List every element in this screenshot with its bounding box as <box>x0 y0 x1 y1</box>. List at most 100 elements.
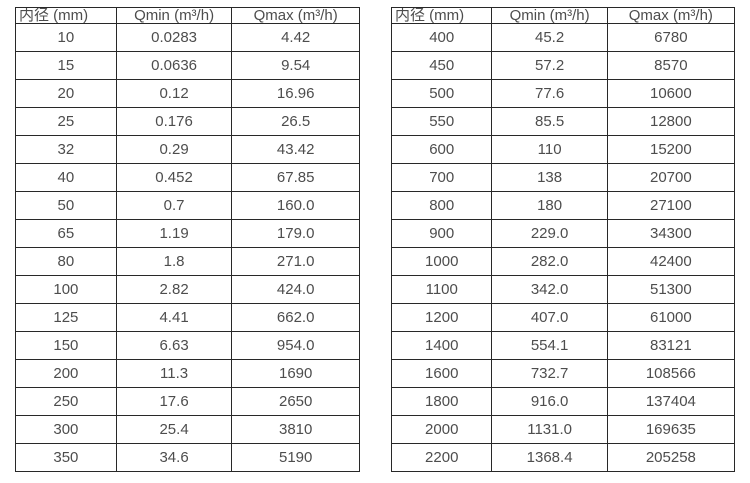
table-row: 50 0.7 160.0 <box>15 191 360 220</box>
column-header: Qmax (m³/h) <box>606 7 736 24</box>
cell-diameter: 250 <box>15 387 117 416</box>
cell-qmin: 11.3 <box>115 359 233 388</box>
cell-qmin: 57.2 <box>491 51 608 80</box>
cell-diameter: 125 <box>15 303 117 332</box>
cell-qmax: 954.0 <box>231 331 360 360</box>
cell-qmin: 45.2 <box>491 23 608 52</box>
cell-qmax: 34300 <box>606 219 736 248</box>
cell-qmin: 342.0 <box>491 275 608 304</box>
column-header: Qmax (m³/h) <box>231 7 360 24</box>
cell-qmin: 1368.4 <box>491 443 608 472</box>
table-row: 125 4.41 662.0 <box>15 303 360 332</box>
cell-diameter: 1600 <box>390 359 493 388</box>
cell-diameter: 65 <box>15 219 117 248</box>
cell-qmax: 5190 <box>231 443 360 472</box>
cell-qmin: 732.7 <box>491 359 608 388</box>
cell-diameter: 20 <box>15 79 117 108</box>
table-row: 1600 732.7 108566 <box>390 359 736 388</box>
table-row: 80 1.8 271.0 <box>15 247 360 276</box>
cell-qmax: 9.54 <box>231 51 360 80</box>
cell-qmin: 34.6 <box>115 443 233 472</box>
cell-diameter: 1100 <box>390 275 493 304</box>
cell-qmin: 1.19 <box>115 219 233 248</box>
header-row: 内径 (mm) Qmin (m³/h) Qmax (m³/h) <box>15 7 360 24</box>
cell-diameter: 400 <box>390 23 493 52</box>
cell-diameter: 2000 <box>390 415 493 444</box>
cell-diameter: 200 <box>15 359 117 388</box>
table-row: 550 85.5 12800 <box>390 107 736 136</box>
cell-qmax: 205258 <box>606 443 736 472</box>
table-row: 32 0.29 43.42 <box>15 135 360 164</box>
table-row: 2000 1131.0 169635 <box>390 415 736 444</box>
table-row: 700 138 20700 <box>390 163 736 192</box>
cell-qmin: 180 <box>491 191 608 220</box>
cell-qmax: 42400 <box>606 247 736 276</box>
cell-qmax: 8570 <box>606 51 736 80</box>
cell-qmax: 4.42 <box>231 23 360 52</box>
cell-qmax: 12800 <box>606 107 736 136</box>
table-row: 200 11.3 1690 <box>15 359 360 388</box>
cell-diameter: 800 <box>390 191 493 220</box>
cell-qmin: 0.12 <box>115 79 233 108</box>
cell-qmax: 3810 <box>231 415 360 444</box>
cell-qmax: 43.42 <box>231 135 360 164</box>
cell-qmax: 27100 <box>606 191 736 220</box>
column-header: Qmin (m³/h) <box>115 7 233 24</box>
table-row: 1400 554.1 83121 <box>390 331 736 360</box>
table-row: 1000 282.0 42400 <box>390 247 736 276</box>
cell-qmin: 138 <box>491 163 608 192</box>
cell-qmin: 282.0 <box>491 247 608 276</box>
table-row: 10 0.0283 4.42 <box>15 23 360 52</box>
cell-qmax: 83121 <box>606 331 736 360</box>
table-row: 1200 407.0 61000 <box>390 303 736 332</box>
cell-qmax: 2650 <box>231 387 360 416</box>
cell-diameter: 1000 <box>390 247 493 276</box>
table-row: 450 57.2 8570 <box>390 51 736 80</box>
cell-qmin: 1131.0 <box>491 415 608 444</box>
cell-qmin: 25.4 <box>115 415 233 444</box>
cell-diameter: 50 <box>15 191 117 220</box>
cell-diameter: 1400 <box>390 331 493 360</box>
cell-qmin: 554.1 <box>491 331 608 360</box>
cell-diameter: 1200 <box>390 303 493 332</box>
cell-qmin: 0.176 <box>115 107 233 136</box>
cell-diameter: 1800 <box>390 387 493 416</box>
cell-qmax: 1690 <box>231 359 360 388</box>
table-row: 400 45.2 6780 <box>390 23 736 52</box>
column-header: 内径 (mm) <box>390 7 493 24</box>
header-row: 内径 (mm) Qmin (m³/h) Qmax (m³/h) <box>390 7 736 24</box>
cell-qmin: 17.6 <box>115 387 233 416</box>
cell-diameter: 350 <box>15 443 117 472</box>
cell-qmin: 85.5 <box>491 107 608 136</box>
cell-qmax: 10600 <box>606 79 736 108</box>
flow-rate-table-small-diameters: 内径 (mm) Qmin (m³/h) Qmax (m³/h) 10 0.0283 4.4… <box>15 7 360 472</box>
table-row: 500 77.6 10600 <box>390 79 736 108</box>
cell-qmax: 61000 <box>606 303 736 332</box>
cell-diameter: 15 <box>15 51 117 80</box>
cell-qmin: 4.41 <box>115 303 233 332</box>
cell-qmax: 271.0 <box>231 247 360 276</box>
cell-qmax: 169635 <box>606 415 736 444</box>
cell-diameter: 300 <box>15 415 117 444</box>
cell-qmin: 0.7 <box>115 191 233 220</box>
cell-diameter: 550 <box>390 107 493 136</box>
cell-qmax: 662.0 <box>231 303 360 332</box>
cell-qmin: 407.0 <box>491 303 608 332</box>
cell-qmin: 229.0 <box>491 219 608 248</box>
table-row: 1800 916.0 137404 <box>390 387 736 416</box>
table-row: 800 180 27100 <box>390 191 736 220</box>
cell-qmin: 0.0283 <box>115 23 233 52</box>
cell-qmin: 0.29 <box>115 135 233 164</box>
cell-diameter: 32 <box>15 135 117 164</box>
cell-diameter: 25 <box>15 107 117 136</box>
cell-qmin: 110 <box>491 135 608 164</box>
cell-qmax: 67.85 <box>231 163 360 192</box>
cell-qmax: 6780 <box>606 23 736 52</box>
cell-diameter: 600 <box>390 135 493 164</box>
table-row: 900 229.0 34300 <box>390 219 736 248</box>
column-header: 内径 (mm) <box>15 7 117 24</box>
cell-qmax: 137404 <box>606 387 736 416</box>
cell-qmax: 424.0 <box>231 275 360 304</box>
table-row: 300 25.4 3810 <box>15 415 360 444</box>
